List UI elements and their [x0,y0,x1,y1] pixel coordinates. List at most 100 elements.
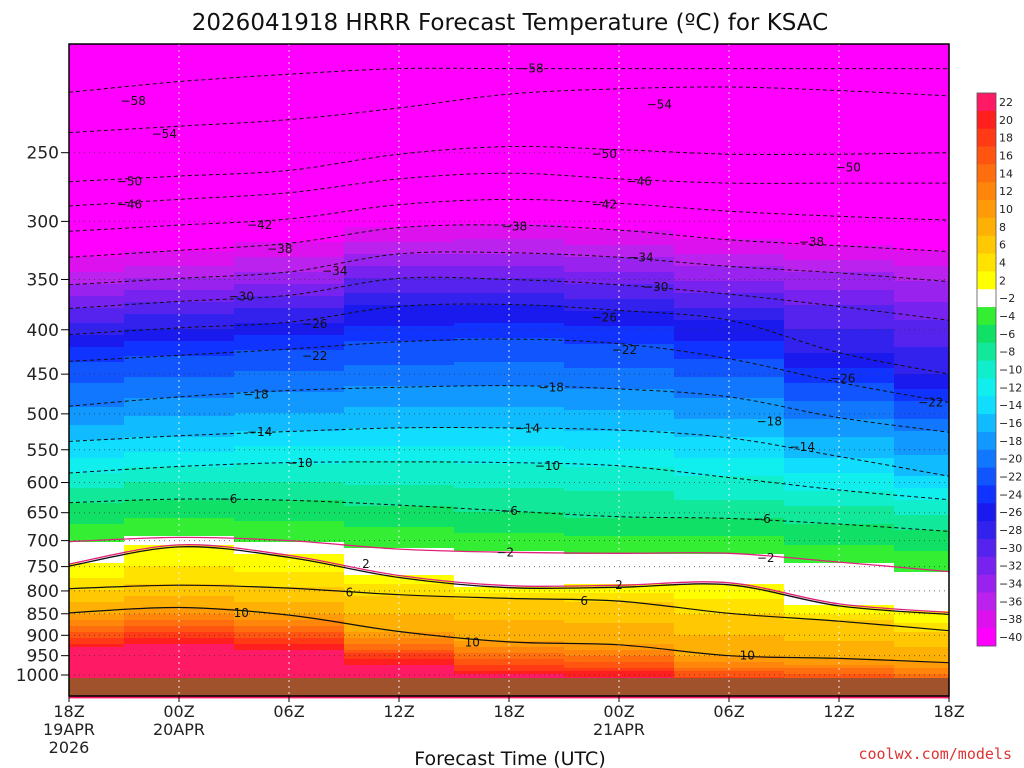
temp-cell [564,617,675,621]
temp-cell [124,173,235,177]
temp-cell [344,521,455,525]
temp-cell [784,347,895,351]
temp-cell [124,191,235,195]
temp-cell [894,245,950,249]
isotherm-label: 2 [362,557,370,571]
temp-cell [124,179,235,183]
temp-cell [674,173,785,177]
temp-cell [894,500,950,504]
temp-cell [784,311,895,315]
temp-cell [564,431,675,435]
temp-cell [894,362,950,366]
temp-cell [564,605,675,609]
temp-cell [674,287,785,291]
temp-cell [234,323,345,327]
temp-cell [454,647,565,651]
temp-cell [69,419,125,423]
temp-cell [784,413,895,417]
temp-cell [564,161,675,165]
temp-cell [674,305,785,309]
temp-cell [234,269,345,273]
temp-cell [564,107,675,111]
temp-cell [894,116,950,120]
temp-cell [234,473,345,477]
temp-cell [69,389,125,393]
temp-cell [784,245,895,249]
temp-cell [69,368,125,372]
temp-cell [674,383,785,387]
temp-cell [344,221,455,225]
colorbar-swatch [977,574,996,593]
temp-cell [69,584,125,588]
temp-cell [894,416,950,420]
temp-cell [69,188,125,192]
temp-cell [124,215,235,219]
temp-cell [564,521,675,525]
temp-cell [894,44,950,48]
temp-cell [454,515,565,519]
temp-cell [69,194,125,198]
temp-cell [784,65,895,69]
temp-cell [674,623,785,627]
temp-cell [69,620,125,624]
temp-cell [454,623,565,627]
temp-cell [69,629,125,633]
temp-cell [564,485,675,489]
temp-cell [674,431,785,435]
temp-cell [454,557,565,561]
temp-cell [894,539,950,543]
temp-cell [894,380,950,384]
temp-cell [69,134,125,138]
temp-cell [674,251,785,255]
temp-cell [674,77,785,81]
temp-cell [124,59,235,63]
temp-cell [454,293,565,297]
temp-cell [894,365,950,369]
temp-cell [454,233,565,237]
temp-cell [69,509,125,513]
temp-cell [894,452,950,456]
temp-cell [784,359,895,363]
temp-cell [674,491,785,495]
y-tick-label: 1000 [16,666,59,686]
temp-cell [124,461,235,465]
temp-cell [894,206,950,210]
temp-cell [894,347,950,351]
x-tick-label: 12Z [823,702,854,721]
source-credit: coolwx.com/models [858,745,1012,763]
temp-cell [894,254,950,258]
temp-cell [234,95,345,99]
temp-cell [784,269,895,273]
temp-cell [454,371,565,375]
temp-cell [784,329,895,333]
temp-cell [124,371,235,375]
temp-cell [454,203,565,207]
temp-cell [344,665,455,669]
temp-cell [784,515,895,519]
temp-cell [784,665,895,669]
temp-cell [124,425,235,429]
temp-cell [69,206,125,210]
temp-cell [69,488,125,492]
temp-cell [69,338,125,342]
isotherm-label: −50 [117,175,142,189]
temp-cell [674,515,785,519]
temp-cell [894,509,950,513]
temp-cell [894,398,950,402]
temp-cell [454,317,565,321]
temp-cell [234,671,345,675]
temp-cell [784,533,895,537]
temp-cell [454,269,565,273]
temp-cell [894,413,950,417]
temp-cell [784,605,895,609]
temp-cell [124,455,235,459]
temp-cell [344,551,455,555]
temp-cell [124,599,235,603]
temp-cell [69,647,125,651]
temp-cell [69,644,125,648]
temp-cell [674,497,785,501]
isotherm-label: −22 [918,395,943,409]
temp-cell [69,380,125,384]
temp-cell [69,161,125,165]
